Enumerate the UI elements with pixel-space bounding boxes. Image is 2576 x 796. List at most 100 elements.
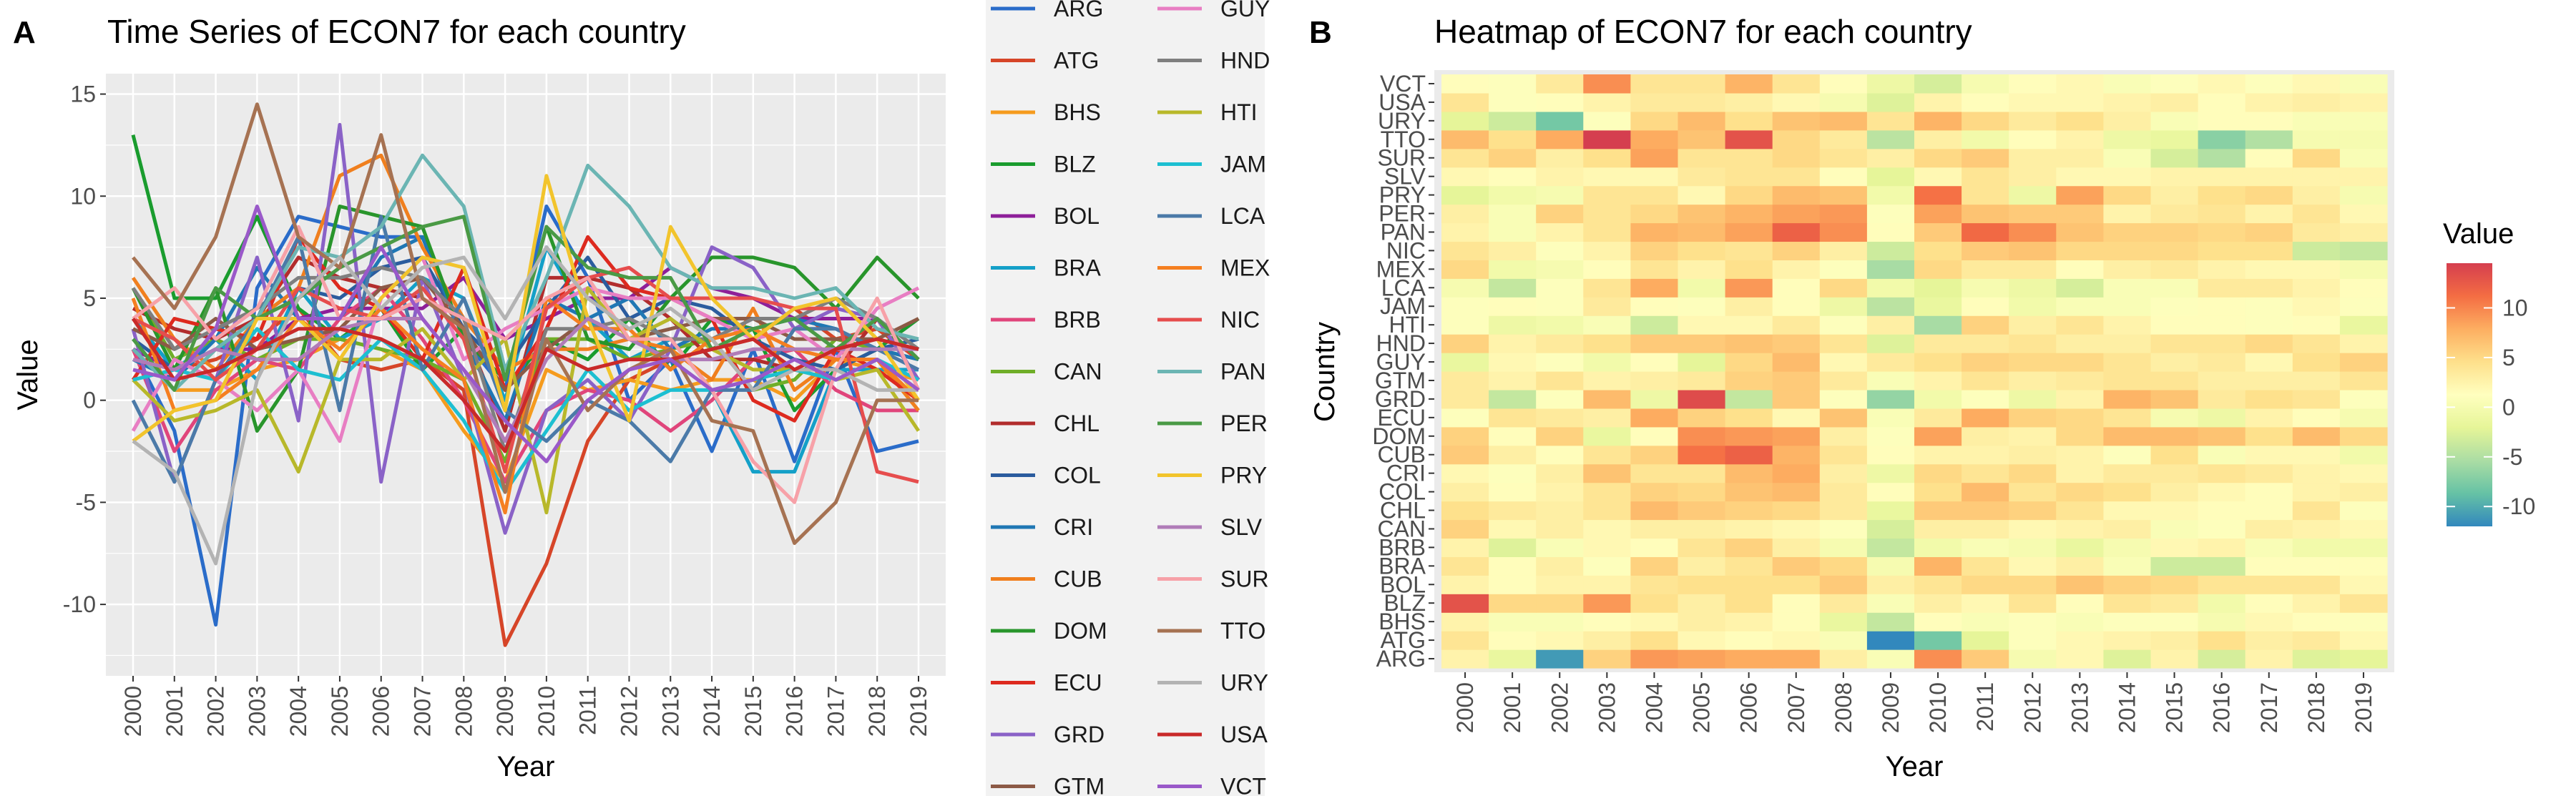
heatmap-cell [1866,519,1915,539]
heatmap-cell [1583,111,1631,131]
heatmap-cell [1536,74,1584,94]
heatmap-cell [1725,297,1773,316]
heatmap-cell [1866,297,1915,316]
heatmap-cell [2292,575,2341,594]
heatmap-cell [2198,222,2246,242]
heatmap-cell [1725,501,1773,521]
heatmap-cell [2339,389,2388,409]
heatmap-cell [2009,241,2057,260]
heatmap-cell [2150,649,2199,669]
legend-items: ARG ATG BHS BLZ BOL BRA BRB CAN CHL COL CRI CUB DOM E… [991,0,1270,796]
heatmap-cell [1914,408,1962,428]
heatmap-cell [1914,426,1962,446]
heatmap-cell [1441,612,1489,632]
heatmap-cell [2103,241,2152,260]
heatmap-y-tick-label: SLV [1384,164,1426,190]
heatmap-cell [1772,111,1821,131]
heatmap-cell [1772,463,1821,483]
heatmap-y-tick-label: PER [1378,201,1426,227]
heatmap-cell [1772,594,1821,613]
legend-label-bhs: BHS [1054,99,1101,125]
heatmap-cell [2009,148,2057,168]
heatmap-cell [1489,204,1537,224]
heatmap-cell [2245,167,2293,187]
colorbar: Value -10 -5 0 5 10 [2443,218,2535,526]
heatmap-y-tick-label: TTO [1381,127,1426,152]
heatmap-y-tick-label: GTM [1375,368,1426,393]
heatmap-cell [2009,482,2057,502]
heatmap-cell [1772,445,1821,465]
heatmap-cell [1866,260,1915,279]
heatmap-cell [1866,463,1915,483]
heatmap-cell [1489,278,1537,298]
heatmap-x-tick-label: 2006 [1736,682,1762,733]
heatmap-cell [2245,204,2293,224]
heatmap-cell [1536,315,1584,335]
heatmap-y-tick-label: URY [1378,108,1426,134]
heatmap-cell [2339,334,2388,353]
heatmap-cell [1725,389,1773,409]
panel-b: B Heatmap of ECON7 for each country ARGA… [1309,13,2394,782]
heatmap-cell [1725,445,1773,465]
heatmap-cell [1725,260,1773,279]
legend-label-bra: BRA [1054,255,1101,281]
heatmap-cell [1536,445,1584,465]
heatmap-cell [1772,556,1821,576]
heatmap-cell [2292,334,2341,353]
heatmap-cell [1489,260,1537,279]
heatmap-cell [2009,463,2057,483]
heatmap-cell [1489,353,1537,372]
heatmap-cell [1678,501,1726,521]
heatmap-cell [2292,185,2341,205]
heatmap-cell [2245,260,2293,279]
heatmap-x-tick-label: 2001 [1499,682,1525,733]
series-line-pry [132,174,921,443]
heatmap-cell [1962,167,2009,187]
heatmap-cell [1583,297,1631,316]
heatmap-cell [2056,426,2104,446]
heatmap-cell [1583,426,1631,446]
heatmap-cell [1819,185,1868,205]
heatmap-cell [1725,408,1773,428]
heatmap-cell [1489,538,1537,557]
heatmap-cell [1914,463,1962,483]
heatmap-cell [1819,538,1868,557]
legend-label-ecu: ECU [1054,670,1102,696]
heatmap-cell [1536,334,1584,353]
heatmap-cell [2245,129,2293,149]
heatmap-cell [1914,334,1962,353]
heatmap-cell [1583,334,1631,353]
heatmap-cell [2339,92,2388,112]
heatmap-cell [1866,241,1915,260]
heatmap-x-tick-label: 2013 [2067,682,2092,733]
heatmap-y-tick-label: SUR [1377,145,1426,171]
heatmap-cell [1489,222,1537,242]
heatmap-cell [2056,575,2104,594]
heatmap-cell [2339,426,2388,446]
heatmap-y-tick-label: LCA [1381,275,1426,300]
heatmap-cell [1725,92,1773,112]
heatmap-cell [1583,482,1631,502]
heatmap-cell [1441,315,1489,335]
heatmap-cell [2056,389,2104,409]
heatmap-cell [1441,408,1489,428]
heatmap-cell [2056,260,2104,279]
heatmap-cell [1441,371,1489,390]
heatmap-cell [1725,241,1773,260]
heatmap-cell [2339,185,2388,205]
heatmap-cell [1962,204,2009,224]
heatmap-cell [1441,631,1489,650]
heatmap-cell [1536,129,1584,149]
heatmap-x-tick-label: 2002 [1547,682,1572,733]
heatmap-cell [2150,334,2199,353]
heatmap-cell [1962,185,2009,205]
legend-label-hnd: HND [1220,48,1270,74]
heatmap-cell [1441,445,1489,465]
heatmap-cell [1583,222,1631,242]
heatmap-cell [1583,556,1631,576]
heatmap-y-tick-label: MEX [1376,256,1426,282]
heatmap-cell [1489,649,1537,669]
heatmap-cell [1678,148,1726,168]
heatmap-cell [2056,204,2104,224]
heatmap-cell [1962,315,2009,335]
